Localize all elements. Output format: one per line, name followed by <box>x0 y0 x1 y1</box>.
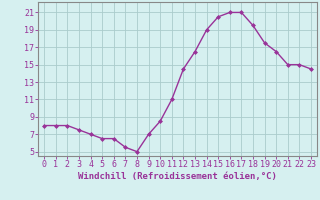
X-axis label: Windchill (Refroidissement éolien,°C): Windchill (Refroidissement éolien,°C) <box>78 172 277 181</box>
